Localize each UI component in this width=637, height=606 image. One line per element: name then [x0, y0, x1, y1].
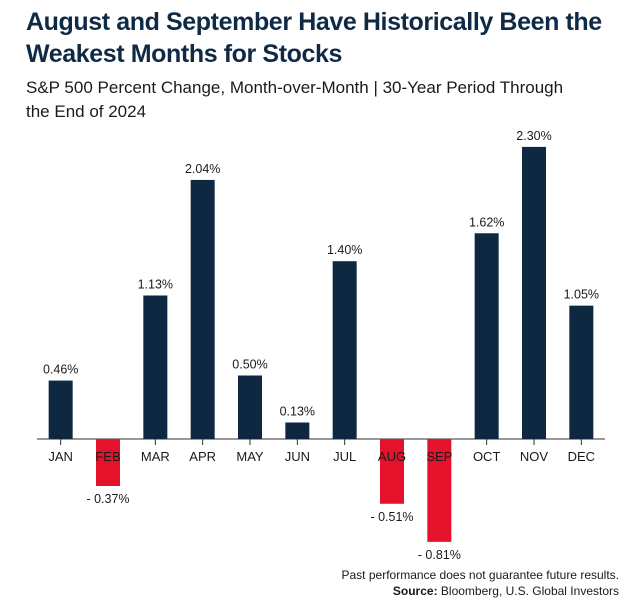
x-tick-label: OCT — [473, 449, 501, 464]
bar-apr — [190, 179, 215, 440]
data-label: 2.30% — [516, 129, 551, 143]
data-label: 1.13% — [138, 277, 173, 291]
bar-oct — [474, 233, 499, 439]
chart-footer: Past performance does not guarantee futu… — [342, 567, 620, 599]
chart-subtitle: S&P 500 Percent Change, Month-over-Month… — [26, 78, 564, 121]
x-tick-label: MAY — [236, 449, 264, 464]
data-label: 1.05% — [564, 288, 599, 302]
bar-nov — [522, 146, 546, 439]
data-label: - 0.37% — [86, 492, 129, 506]
data-label: - 0.81% — [418, 548, 461, 562]
bar-aug — [380, 439, 404, 504]
disclaimer-text: Past performance does not guarantee futu… — [341, 568, 620, 582]
bar-feb — [96, 439, 120, 486]
x-tick-label: MAR — [141, 449, 170, 464]
bar-dec — [569, 305, 594, 439]
data-label: - 0.51% — [370, 510, 413, 524]
data-label: 0.46% — [43, 363, 78, 377]
chart-title: August and September Have Historically B… — [26, 8, 602, 68]
source-label: Source: — [392, 584, 438, 598]
bar-mar — [143, 295, 168, 439]
bar-jun — [285, 422, 310, 439]
x-tick-label: FEB — [95, 449, 120, 464]
x-tick-label: DEC — [568, 449, 595, 464]
x-tick-label: AUG — [378, 449, 406, 464]
x-tick-label: SEP — [426, 449, 452, 464]
x-tick-label: APR — [189, 449, 216, 464]
source-line: Source: Bloomberg, U.S. Global Investors — [342, 583, 619, 599]
bar-may — [238, 375, 262, 439]
source-text: Bloomberg, U.S. Global Investors — [437, 584, 619, 598]
bar-jul — [332, 261, 357, 439]
x-tick-label: JUL — [333, 449, 356, 464]
data-label: 0.50% — [232, 358, 267, 372]
x-tick-label: JUN — [285, 449, 310, 464]
data-label: 0.13% — [280, 404, 315, 418]
bar-chart: JAN 0.46% FEB - 0.37% MAR 1.13% APR 2.04% MAY 0.5… — [37, 129, 605, 562]
x-tick-label: NOV — [520, 449, 549, 464]
x-tick-label: JAN — [48, 449, 73, 464]
data-label: 1.62% — [469, 215, 504, 229]
data-label: 2.04% — [185, 162, 220, 176]
bar-jan — [48, 380, 73, 439]
bar-sep — [427, 439, 452, 542]
data-label: 1.40% — [327, 243, 362, 257]
